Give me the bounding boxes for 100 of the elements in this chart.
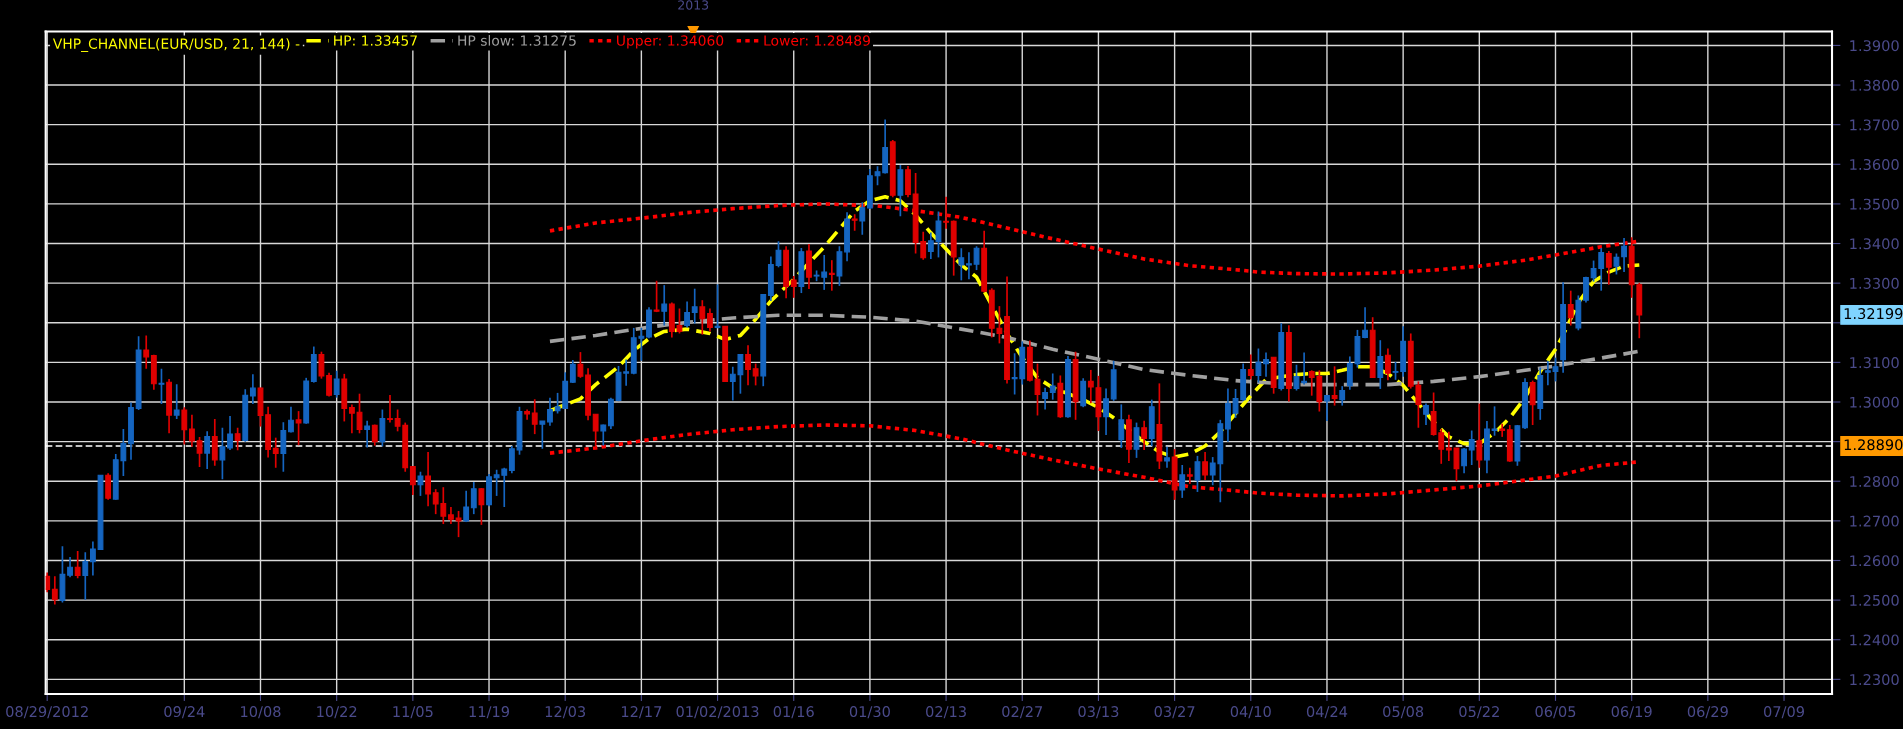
candlestick <box>51 575 58 606</box>
candlestick <box>661 284 668 327</box>
candlestick <box>547 396 553 427</box>
y-tick-label: 1.3500 <box>1850 198 1899 210</box>
candlestick <box>89 540 96 577</box>
candlestick <box>249 373 256 405</box>
x-tick-label: 10/22 <box>317 706 357 719</box>
candlestick <box>851 213 858 232</box>
candlestick <box>531 398 538 435</box>
candlestick <box>859 201 866 236</box>
x-tick-label: 12/17 <box>621 706 662 719</box>
candlestick <box>158 367 165 405</box>
candlestick <box>463 489 470 523</box>
legend-label: Upper: 1.34060 <box>617 35 724 49</box>
candlestick <box>295 410 302 447</box>
candlestick <box>67 556 73 578</box>
y-tick-label: 1.2500 <box>1850 594 1899 606</box>
y-tick-label: 1.2800 <box>1850 475 1899 487</box>
candlestick <box>1384 347 1391 382</box>
x-tick-label: 06/19 <box>1611 706 1652 719</box>
x-tick-label: 12/03 <box>545 706 586 719</box>
candlestick <box>1179 464 1186 499</box>
text: 2013 <box>678 0 709 10</box>
ref-line-label: 1.28890 <box>1844 439 1903 451</box>
candlestick <box>227 415 233 451</box>
candlestick <box>356 392 363 435</box>
candlestick <box>1263 351 1269 378</box>
x-tick-label: 11/19 <box>469 706 510 719</box>
candlestick <box>1202 451 1208 481</box>
candlestick <box>1583 275 1589 304</box>
candlestick <box>1499 422 1506 438</box>
candlestick <box>592 413 599 450</box>
y-tick-label: 1.2700 <box>1850 515 1899 527</box>
candlestick <box>958 247 965 282</box>
x-tick-label: 04/24 <box>1306 706 1348 719</box>
candlestick <box>333 369 340 399</box>
candlestick <box>828 259 835 292</box>
x-tick-label: 03/27 <box>1154 706 1195 719</box>
candlestick <box>943 195 949 230</box>
candlestick <box>790 275 797 299</box>
candlestick <box>1324 394 1330 422</box>
x-tick-label: 04/10 <box>1230 706 1271 719</box>
legend-label: HP: 1.33457 <box>334 35 417 46</box>
candlestick <box>1613 252 1620 276</box>
candlestick <box>1141 419 1148 451</box>
candlestick <box>478 487 485 526</box>
candlestick <box>105 472 112 501</box>
candlestick <box>1461 447 1468 475</box>
candlestick <box>653 279 660 313</box>
x-tick-label: 11/05 <box>393 706 433 719</box>
y-tick-label: 1.3800 <box>1850 79 1899 91</box>
candlestick <box>577 351 584 379</box>
candlestick <box>417 470 424 497</box>
candlestick <box>600 423 607 447</box>
candlestick <box>1133 421 1140 459</box>
candlestick <box>1186 466 1193 485</box>
candlestick <box>1194 455 1201 493</box>
candlestick <box>1423 402 1429 426</box>
candlestick <box>74 550 81 580</box>
candlestick <box>455 510 462 538</box>
candlestick <box>1491 405 1498 437</box>
y-tick-label: 1.2400 <box>1850 634 1899 646</box>
candlestick <box>1164 445 1170 469</box>
candlestick <box>1605 250 1612 286</box>
candlestick <box>1529 379 1536 426</box>
candlestick <box>707 307 713 333</box>
candlestick <box>204 430 211 470</box>
candlestick <box>1362 306 1368 340</box>
y-tick-label: 1.3600 <box>1850 159 1899 171</box>
y-tick-label: 1.3100 <box>1850 357 1899 369</box>
y-tick-label: 1.3700 <box>1850 119 1899 131</box>
candlestick <box>364 419 371 449</box>
x-tick-label: 02/27 <box>1002 706 1043 719</box>
x-tick-label: 03/13 <box>1078 706 1119 719</box>
candlestick <box>1377 339 1384 390</box>
candlestick <box>234 426 241 452</box>
candlestick <box>691 287 698 325</box>
candlestick <box>1042 386 1049 411</box>
candlestick <box>173 383 180 420</box>
candlestick <box>318 350 325 380</box>
candlestick <box>745 344 751 387</box>
candlestick <box>280 421 287 473</box>
candlestick <box>1118 403 1125 449</box>
candlestick <box>379 408 386 448</box>
candlestick <box>699 299 706 336</box>
candlestick <box>409 465 416 496</box>
candlestick <box>425 451 431 508</box>
x-tick-label: 05/22 <box>1459 706 1499 719</box>
x-tick-label: 06/05 <box>1535 706 1576 719</box>
legend-label: Lower: 1.28489 <box>764 35 870 46</box>
candlestick <box>196 436 203 468</box>
x-tick-label: 09/24 <box>164 706 205 719</box>
candlestick <box>288 405 294 434</box>
candlestick <box>387 394 393 424</box>
x-tick-label: 07/09 <box>1763 706 1805 719</box>
candlestick <box>752 362 759 387</box>
candlestick <box>348 403 355 435</box>
candlestick <box>973 245 980 271</box>
candlestick <box>1339 385 1346 407</box>
candlestick <box>143 334 150 370</box>
